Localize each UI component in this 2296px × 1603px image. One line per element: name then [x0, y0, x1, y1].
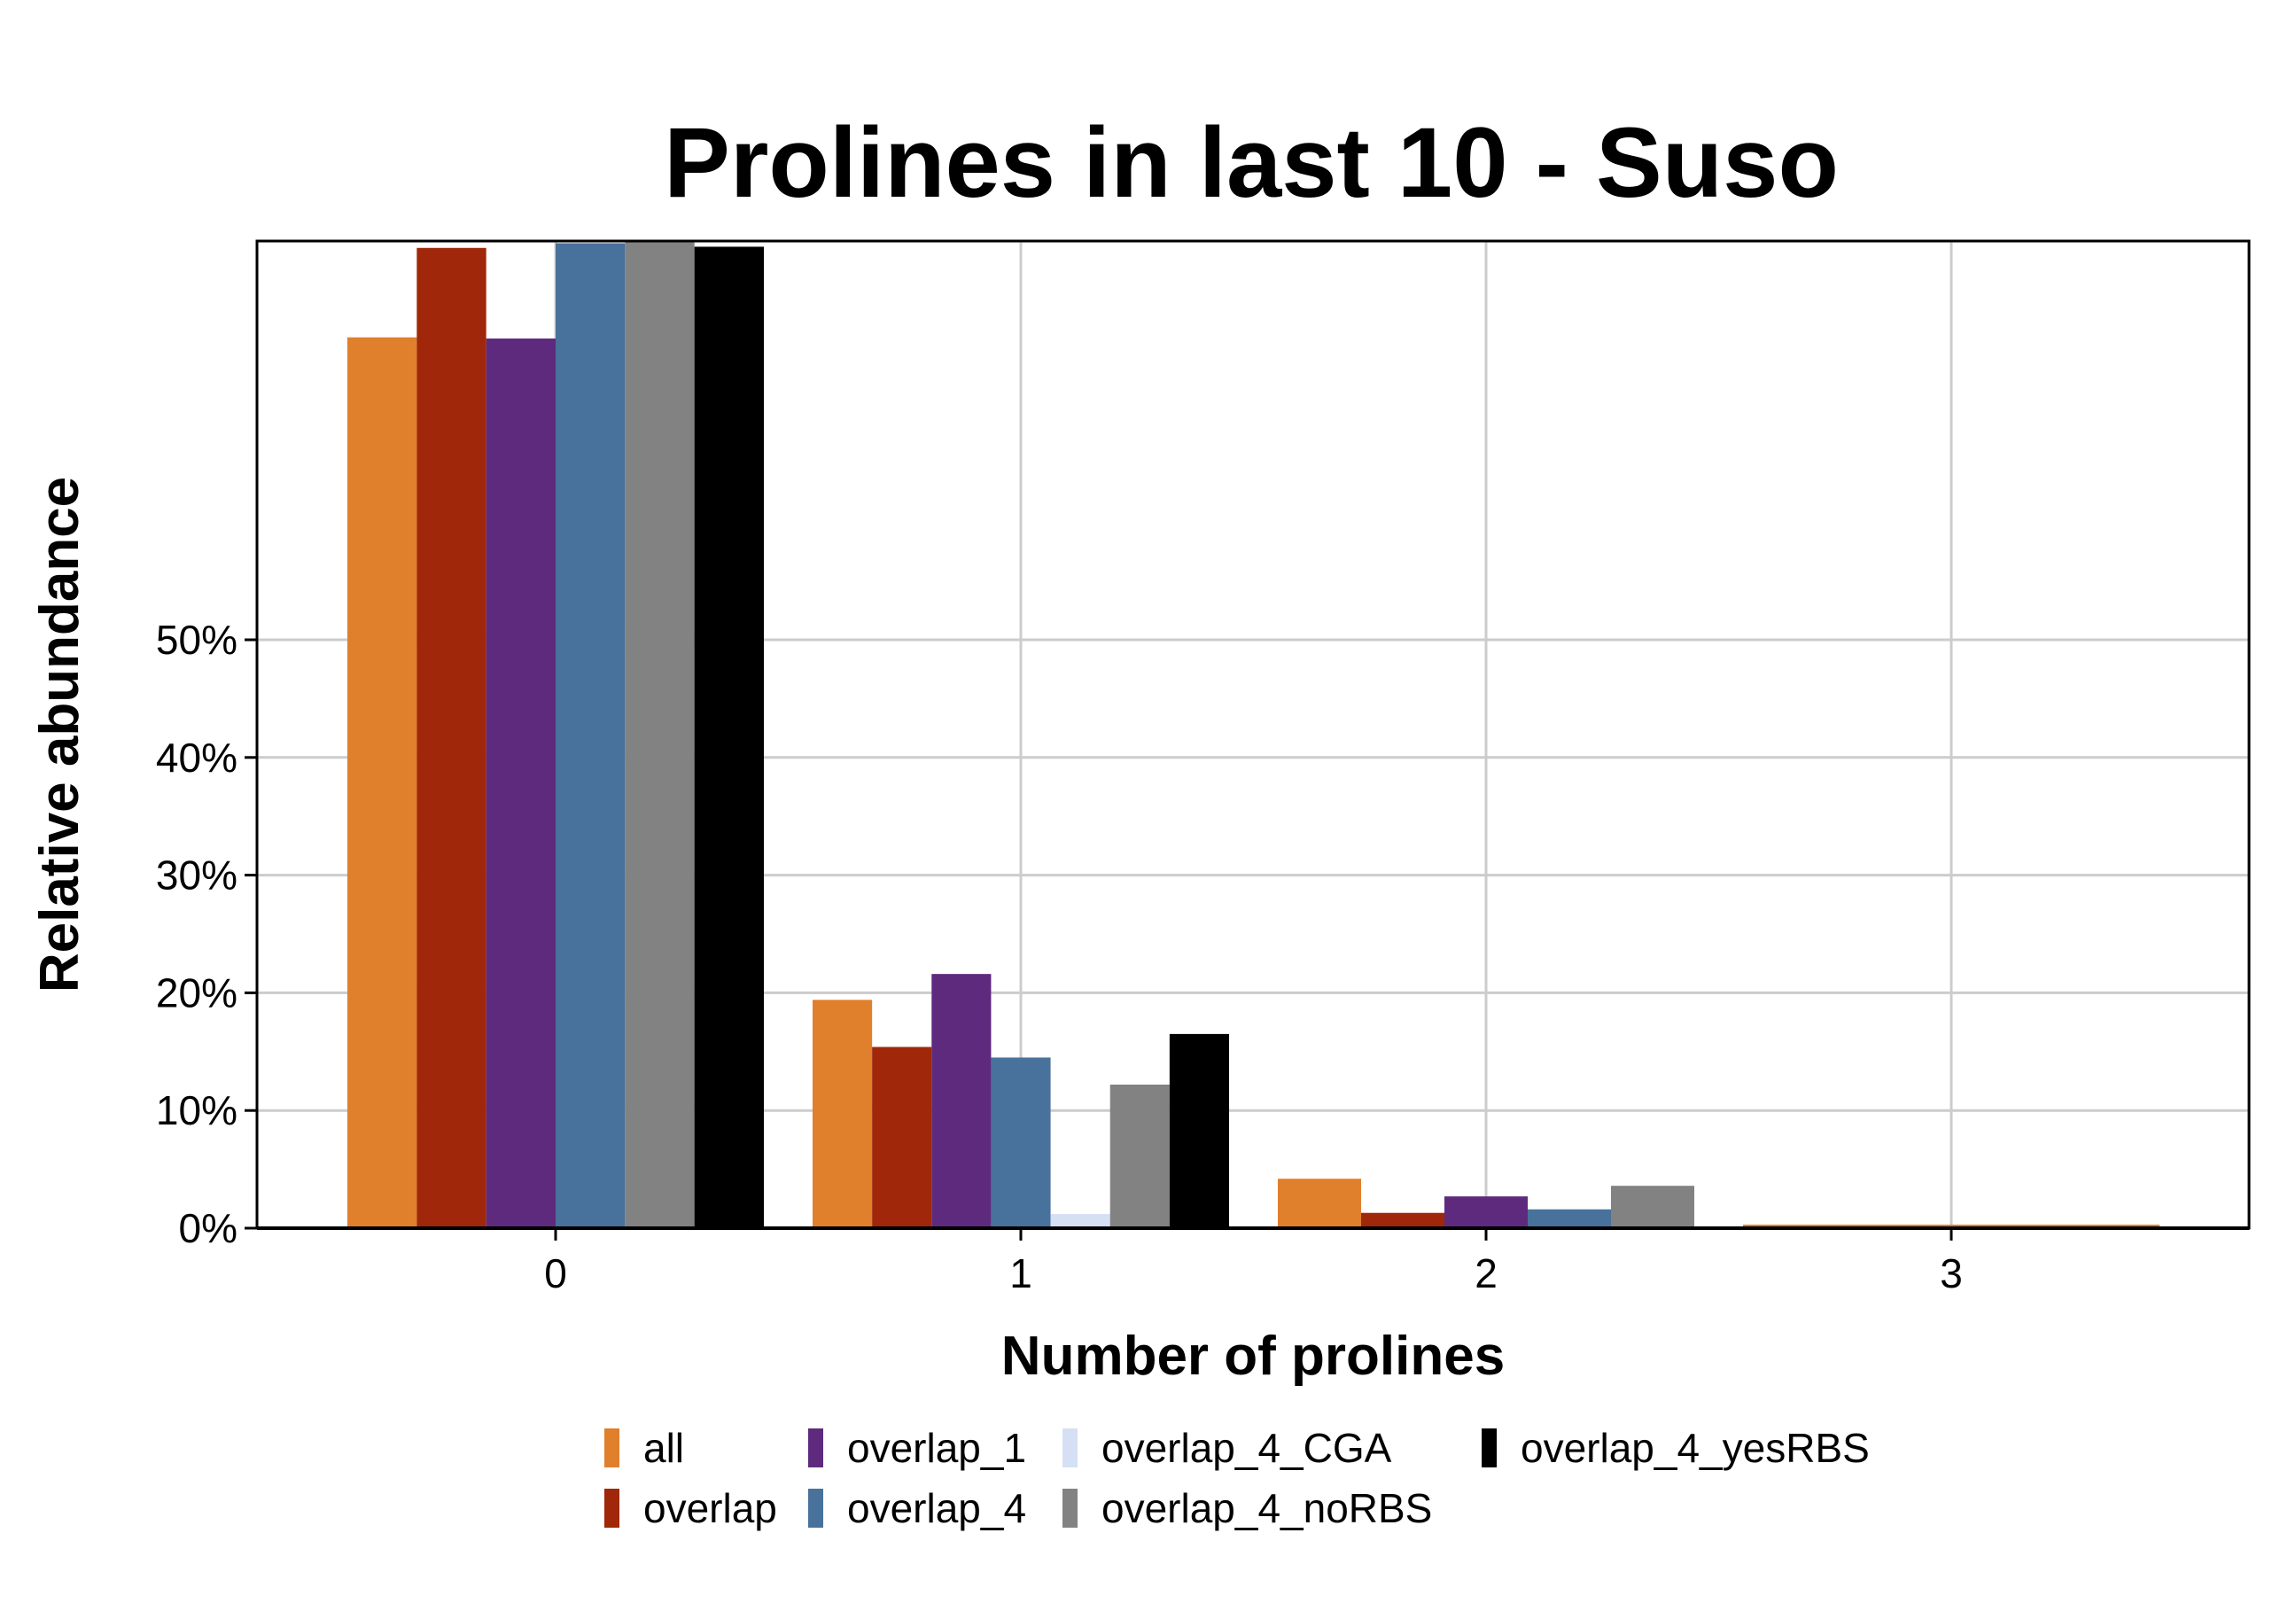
bar-overlap_4_noRBS-2	[1611, 1186, 1694, 1228]
bar-overlap-0	[416, 247, 486, 1228]
legend-label-overlap_4_CGA: overlap_4_CGA	[1101, 1425, 1392, 1471]
x-tick-label: 1	[1009, 1250, 1032, 1296]
bar-all-0	[347, 337, 417, 1229]
legend-swatch-overlap_4	[808, 1489, 823, 1528]
x-axis-ticks: 0 1 2 3	[544, 1228, 1963, 1296]
y-axis-ticks: 0% 10% 20% 30% 40% 50%	[156, 617, 257, 1251]
bar-overlap_1-1	[931, 974, 992, 1228]
legend-swatch-overlap_1	[808, 1428, 823, 1467]
y-tick-label: 20%	[156, 969, 237, 1015]
legend-swatch-all	[604, 1428, 619, 1467]
legend-label-overlap: overlap	[643, 1485, 777, 1531]
bars	[347, 241, 2160, 1229]
y-tick-label: 10%	[156, 1087, 237, 1133]
legend-swatch-overlap	[604, 1489, 619, 1528]
bar-overlap_4_yesRBS-1	[1169, 1033, 1229, 1228]
bar-overlap_4-2	[1528, 1209, 1611, 1228]
legend-label-overlap_4_noRBS: overlap_4_noRBS	[1101, 1485, 1432, 1531]
bar-overlap_1-2	[1444, 1196, 1528, 1228]
legend-label-all: all	[643, 1425, 684, 1471]
bar-overlap_4_noRBS-0	[625, 241, 695, 1228]
y-tick-label: 50%	[156, 617, 237, 663]
bar-overlap_1-0	[486, 338, 556, 1229]
plot-frame	[255, 239, 2251, 1230]
bar-overlap_4-1	[991, 1057, 1051, 1228]
bar-overlap_4-0	[556, 243, 626, 1228]
bar-all-1	[813, 1000, 873, 1228]
bar-all-2	[1278, 1179, 1361, 1228]
x-tick-label: 3	[1940, 1250, 1963, 1296]
y-tick-label: 0%	[179, 1205, 237, 1251]
bar-overlap-2	[1361, 1212, 1444, 1228]
y-tick-label: 40%	[156, 735, 237, 781]
bar-overlap_4_yesRBS-0	[694, 246, 764, 1228]
bar-overlap_4_noRBS-1	[1109, 1084, 1170, 1228]
legend-swatch-overlap_4_CGA	[1062, 1428, 1078, 1467]
bar-overlap_4_CGA-1	[1050, 1214, 1110, 1228]
x-tick-label: 0	[544, 1250, 567, 1296]
legend-label-overlap_1: overlap_1	[847, 1425, 1026, 1471]
legend-swatch-overlap_4_noRBS	[1062, 1489, 1078, 1528]
legend: all overlap overlap_1 overlap_4 overlap_4_CG…	[604, 1425, 1870, 1531]
x-axis-title: Number of prolines	[1001, 1326, 1505, 1387]
y-axis-title: Relative abundance	[29, 477, 90, 992]
x-tick-label: 2	[1475, 1250, 1498, 1296]
bar-overlap-1	[872, 1047, 932, 1228]
chart-title: Prolines in last 10 - Suso	[664, 107, 1839, 218]
legend-label-overlap_4: overlap_4	[847, 1485, 1026, 1531]
legend-swatch-overlap_4_yesRBS	[1482, 1428, 1497, 1467]
legend-label-overlap_4_yesRBS: overlap_4_yesRBS	[1521, 1425, 1870, 1471]
y-tick-label: 30%	[156, 852, 237, 899]
